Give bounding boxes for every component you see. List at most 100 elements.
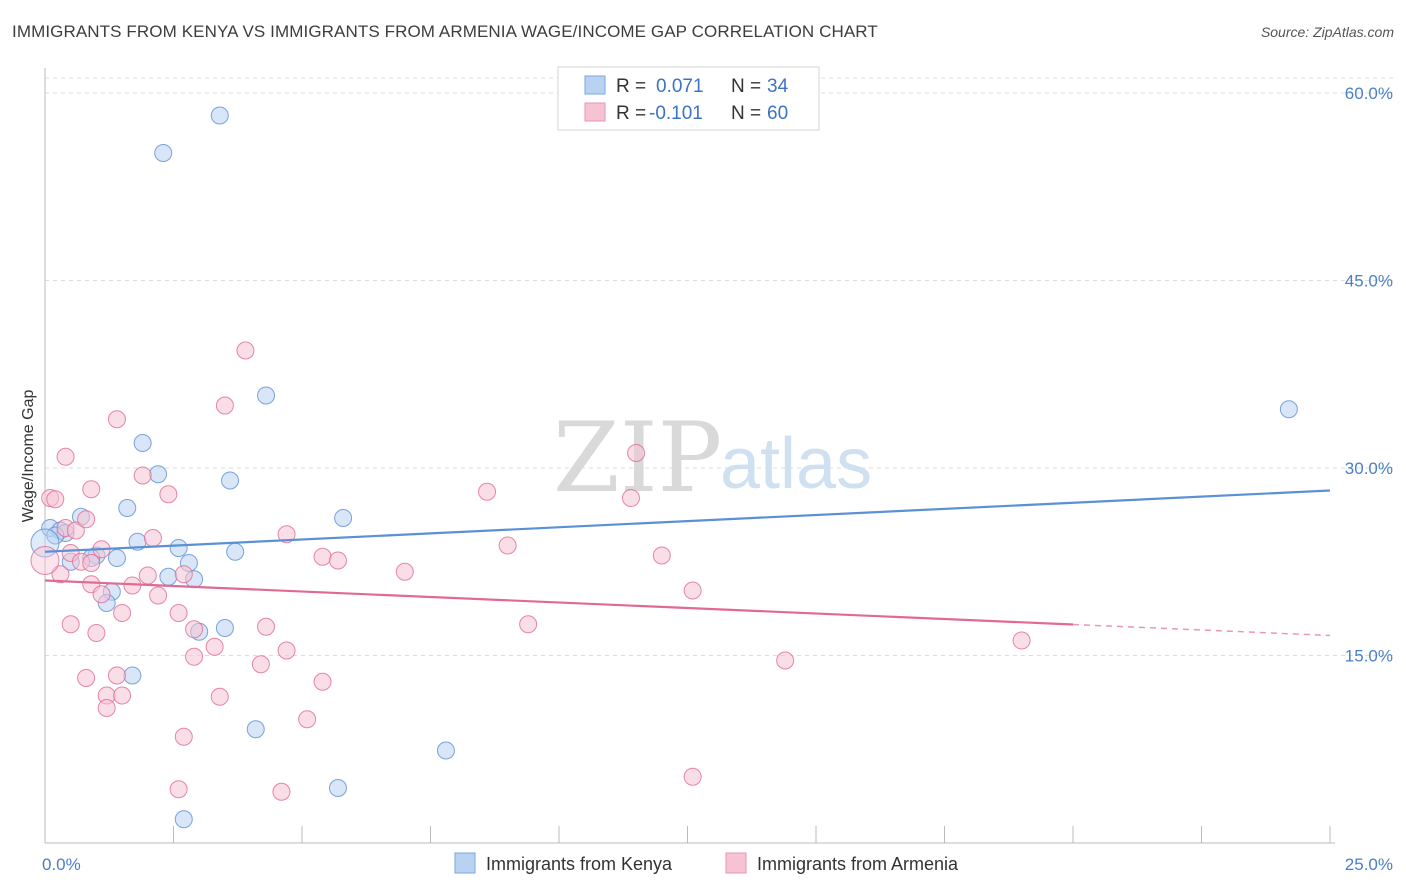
- armenia-point: [277, 525, 296, 544]
- armenia-point: [169, 780, 188, 799]
- bottom-legend-label-armenia: Immigrants from Armenia: [757, 854, 959, 874]
- armenia-point: [133, 466, 152, 485]
- armenia-point: [87, 624, 106, 642]
- armenia-point: [30, 546, 60, 575]
- kenya-point: [1279, 400, 1298, 419]
- armenia-point: [313, 547, 332, 566]
- watermark-atlas: atlas: [720, 424, 872, 504]
- x-tick-label-max: 25.0%: [1345, 855, 1393, 874]
- armenia-point: [519, 615, 538, 634]
- axes: [44, 68, 1335, 844]
- watermark: ZIP atlas: [553, 402, 872, 514]
- armenia-point: [97, 699, 116, 717]
- bottom-legend-swatch-kenya: [454, 852, 476, 874]
- kenya-point: [154, 144, 173, 162]
- bottom-legend: Immigrants from Kenya Immigrants from Ar…: [454, 852, 959, 874]
- kenya-point: [257, 386, 276, 405]
- legend-n-label-armenia: N =: [731, 103, 761, 124]
- armenia-point: [478, 482, 497, 501]
- kenya-point: [169, 539, 188, 557]
- armenia-point: [205, 637, 224, 656]
- legend: R = 0.071 N = 34 R = -0.101 N = 60: [557, 66, 820, 131]
- armenia-point: [185, 647, 204, 666]
- kenya-point: [30, 528, 60, 558]
- legend-r-label-armenia: R =: [616, 103, 646, 124]
- armenia-point: [66, 521, 85, 540]
- armenia-point: [113, 604, 132, 622]
- y-tick-labels: 15.0% 30.0% 45.0% 60.0%: [1345, 84, 1393, 666]
- armenia-point: [77, 669, 96, 687]
- legend-r-value-kenya: 0.071: [656, 76, 704, 97]
- armenia-point: [313, 672, 332, 691]
- kenya-point: [334, 509, 353, 527]
- kenya-point: [226, 542, 245, 561]
- y-axis-label: Wage/Income Gap: [20, 390, 37, 523]
- armenia-point: [272, 782, 291, 801]
- armenia-point: [277, 641, 296, 660]
- armenia-point: [159, 485, 178, 504]
- armenia-point: [395, 562, 414, 581]
- armenia-point: [251, 655, 270, 674]
- armenia-point: [82, 480, 101, 499]
- kenya-point: [328, 779, 347, 797]
- x-tick-label-min: 0.0%: [42, 855, 81, 874]
- chart-title: IMMIGRANTS FROM KENYA VS IMMIGRANTS FROM…: [12, 22, 878, 41]
- bottom-legend-label-kenya: Immigrants from Kenya: [486, 854, 673, 874]
- kenya-point: [436, 741, 455, 760]
- armenia-point: [46, 490, 65, 509]
- x-ticks: [173, 826, 1331, 843]
- armenia-point: [776, 651, 795, 670]
- kenya-point: [118, 499, 137, 517]
- kenya-point: [159, 567, 178, 586]
- armenia-point: [107, 666, 126, 685]
- armenia-point: [174, 727, 193, 746]
- bottom-legend-swatch-armenia: [725, 852, 747, 874]
- legend-r-value-armenia: -0.101: [649, 103, 703, 124]
- kenya-point: [246, 720, 265, 739]
- armenia-points: [30, 341, 1031, 801]
- armenia-point: [185, 620, 204, 639]
- armenia-point: [1012, 631, 1031, 650]
- armenia-point: [215, 396, 234, 415]
- kenya-point: [221, 471, 240, 490]
- armenia-point: [328, 551, 347, 570]
- armenia-point: [174, 565, 193, 584]
- kenya-point: [215, 619, 234, 637]
- armenia-point: [143, 529, 162, 547]
- armenia-point: [236, 341, 255, 360]
- legend-n-value-kenya: 34: [767, 76, 789, 97]
- legend-r-label-kenya: R =: [616, 76, 646, 97]
- y-tick-label: 60.0%: [1345, 84, 1393, 103]
- armenia-point: [627, 444, 646, 462]
- kenya-point: [133, 434, 152, 452]
- y-tick-label: 30.0%: [1345, 459, 1393, 478]
- armenia-point: [138, 566, 157, 585]
- legend-n-label-kenya: N =: [731, 76, 761, 97]
- legend-n-value-armenia: 60: [767, 103, 788, 124]
- kenya-point: [210, 106, 229, 125]
- armenia-point: [683, 581, 702, 600]
- kenya-point: [149, 465, 168, 484]
- kenya-point: [123, 666, 142, 685]
- armenia-point: [56, 447, 75, 466]
- armenia-point: [51, 565, 70, 584]
- armenia-point: [210, 687, 229, 706]
- armenia-point: [92, 585, 111, 604]
- armenia-point: [113, 686, 132, 705]
- armenia-point: [683, 767, 702, 786]
- chart-source: Source: ZipAtlas.com: [1260, 24, 1394, 40]
- trend-lines: [44, 489, 1331, 637]
- armenia-point: [107, 410, 126, 429]
- armenia-trend-line: [44, 579, 1074, 626]
- armenia-point: [82, 554, 101, 572]
- armenia-point: [77, 510, 96, 529]
- armenia-point: [652, 546, 671, 565]
- armenia-point: [61, 615, 80, 634]
- y-tick-label: 45.0%: [1345, 272, 1393, 291]
- armenia-point: [257, 617, 276, 636]
- armenia-trend-extension: [1072, 623, 1331, 637]
- legend-swatch-armenia: [584, 102, 606, 122]
- kenya-point: [174, 810, 193, 829]
- kenya-trend-line: [44, 489, 1331, 553]
